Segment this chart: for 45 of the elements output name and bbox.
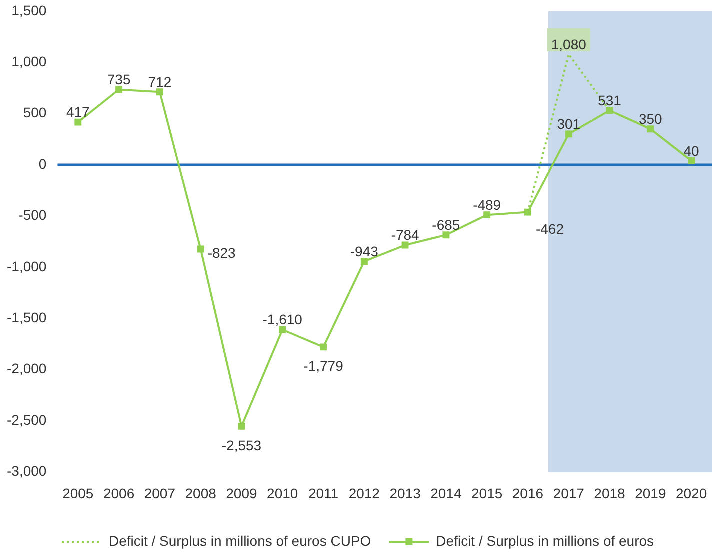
y-tick-label: -1,000 bbox=[6, 258, 47, 274]
x-tick-label: 2009 bbox=[226, 485, 258, 502]
data-label: 531 bbox=[598, 92, 622, 108]
y-tick-label: 1,500 bbox=[12, 2, 47, 18]
data-label: 712 bbox=[148, 74, 172, 90]
x-tick-label: 2019 bbox=[635, 485, 666, 502]
legend-label: Deficit / Surplus in millions of euros bbox=[436, 532, 654, 549]
data-label: -823 bbox=[208, 245, 236, 262]
x-tick-label: 2010 bbox=[267, 485, 298, 502]
y-tick-label: 500 bbox=[23, 104, 47, 121]
data-label: -784 bbox=[391, 227, 420, 244]
x-tick-label: 2014 bbox=[430, 485, 462, 502]
data-label: 350 bbox=[638, 111, 663, 128]
data-label: -1,610 bbox=[262, 312, 303, 328]
x-tick-label: 2018 bbox=[594, 485, 626, 502]
data-label: -1,779 bbox=[304, 358, 344, 374]
data-label: -2,553 bbox=[222, 437, 262, 454]
data-label: 1,080 bbox=[551, 36, 587, 52]
x-tick-label: 2012 bbox=[348, 485, 380, 502]
y-tick-label: 0 bbox=[38, 156, 47, 172]
x-tick-label: 2016 bbox=[512, 485, 544, 502]
x-tick-label: 2011 bbox=[308, 485, 339, 502]
data-label: 301 bbox=[557, 116, 581, 132]
data-label: -943 bbox=[350, 243, 379, 260]
legend-label: Deficit / Surplus in millions of euros CUPO bbox=[108, 532, 372, 549]
data-label: 40 bbox=[684, 142, 700, 159]
x-tick-label: 2013 bbox=[390, 485, 422, 502]
y-tick-label: -1,500 bbox=[6, 309, 47, 326]
y-tick-label: -500 bbox=[18, 207, 47, 224]
y-tick-label: 1,000 bbox=[12, 53, 47, 70]
data-label: 417 bbox=[66, 104, 90, 120]
y-tick-label: -2,500 bbox=[6, 412, 47, 428]
x-tick-label: 2020 bbox=[676, 485, 708, 502]
data-label: -685 bbox=[432, 217, 460, 234]
data-label: 735 bbox=[107, 72, 131, 88]
x-tick-label: 2005 bbox=[62, 485, 94, 502]
data-label: -489 bbox=[473, 196, 502, 213]
x-tick-label: 2007 bbox=[144, 485, 176, 502]
x-tick-label: 2008 bbox=[185, 485, 217, 502]
x-tick-label: 2015 bbox=[472, 485, 503, 502]
y-tick-label: -3,000 bbox=[6, 463, 47, 480]
x-tick-label: 2017 bbox=[553, 485, 585, 502]
data-label: -462 bbox=[536, 221, 564, 238]
y-tick-label: -2,000 bbox=[6, 360, 47, 377]
x-tick-label: 2006 bbox=[103, 485, 135, 502]
